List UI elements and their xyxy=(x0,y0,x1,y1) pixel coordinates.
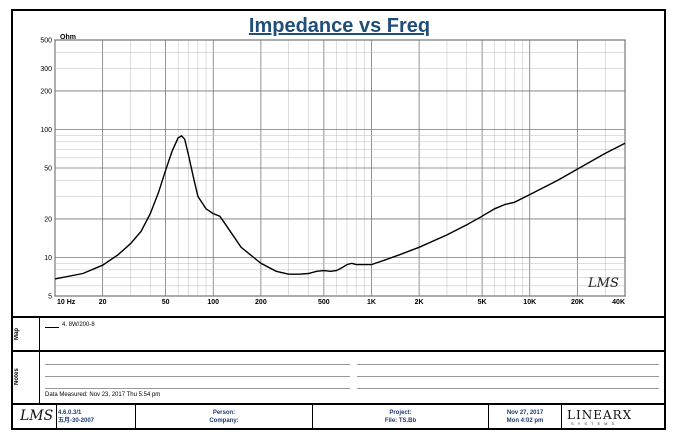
legend-entry: 4. 8W/200-8 xyxy=(62,322,95,328)
lms-footer-logo: LMS xyxy=(20,408,54,424)
note-line xyxy=(357,364,659,365)
chart-title: Impedance vs Freq xyxy=(248,15,431,37)
x-tick-label: 500 xyxy=(318,299,330,306)
data-measured: Data Measured: Nov 23, 2017 Thu 5:54 pm xyxy=(45,392,161,398)
project-label: Project: xyxy=(389,410,412,416)
lms-watermark: LMS xyxy=(588,276,619,291)
y-tick-label: 200 xyxy=(40,88,52,95)
y-unit-label: Ohm xyxy=(60,34,76,41)
x-tick-label: 1K xyxy=(367,299,376,306)
x-tick-label: 20K xyxy=(571,299,584,306)
note-line xyxy=(45,376,350,377)
divider xyxy=(135,403,136,430)
x-tick-label: 50 xyxy=(162,299,170,306)
divider xyxy=(561,403,562,430)
brand-logo: LINEARX xyxy=(567,408,633,422)
y-tick-label: 300 xyxy=(40,66,52,73)
version-date: 五月-30-2007 xyxy=(58,418,95,424)
notes-side-label: Notes xyxy=(14,368,20,386)
x-tick-label: 5K xyxy=(478,299,487,306)
x-tick-label: 10 Hz xyxy=(57,299,76,306)
version-info: 4.6.0.3/1 五月-30-2007 xyxy=(58,409,134,425)
y-tick-label: 500 xyxy=(40,38,52,45)
note-line xyxy=(357,376,659,377)
y-tick-label: 10 xyxy=(44,255,52,262)
y-tick-label: 100 xyxy=(40,127,52,134)
series-line xyxy=(54,135,626,280)
y-tick-labels: 500 300 200 100 50 20 10 5 xyxy=(40,38,52,301)
y-tick-label: 5 xyxy=(48,294,52,301)
divider xyxy=(39,316,40,403)
file-label: File: TS.Bb xyxy=(384,418,417,424)
chart-frame xyxy=(11,9,666,430)
divider xyxy=(56,403,57,430)
person-label: Person: xyxy=(212,410,236,416)
project-info: Project: File: TS.Bb xyxy=(314,409,487,425)
y-tick-label: 50 xyxy=(44,166,52,173)
divider xyxy=(11,316,666,318)
note-line xyxy=(357,388,659,389)
y-tick-label: 20 xyxy=(44,216,52,223)
legend-swatch xyxy=(45,327,59,328)
divider xyxy=(488,403,489,430)
grid xyxy=(54,39,626,297)
print-date-info: Nov 27, 2017 Mon 4:02 pm xyxy=(490,409,560,425)
x-tick-label: 100 xyxy=(207,299,219,306)
x-tick-labels: 10 Hz 20 50 100 200 500 1K 2K 5K 10K 20K 40K xyxy=(57,299,625,306)
x-tick-label: 200 xyxy=(255,299,267,306)
note-line xyxy=(45,364,350,365)
x-tick-label: 2K xyxy=(415,299,424,306)
print-time: Mon 4:02 pm xyxy=(506,418,544,424)
divider xyxy=(11,350,666,352)
print-date: Nov 27, 2017 xyxy=(506,410,544,416)
map-side-label: Map xyxy=(14,328,20,340)
x-tick-label: 40K xyxy=(612,299,625,306)
x-tick-label: 20 xyxy=(99,299,107,306)
x-tick-label: 10K xyxy=(523,299,536,306)
version: 4.6.0.3/1 xyxy=(58,410,82,416)
person-info: Person: Company: xyxy=(137,409,311,425)
divider xyxy=(11,403,666,405)
company-label: Company: xyxy=(209,418,239,424)
brand-subtitle: SYSTEMS xyxy=(571,421,619,426)
divider xyxy=(312,403,313,430)
note-line xyxy=(45,388,350,389)
